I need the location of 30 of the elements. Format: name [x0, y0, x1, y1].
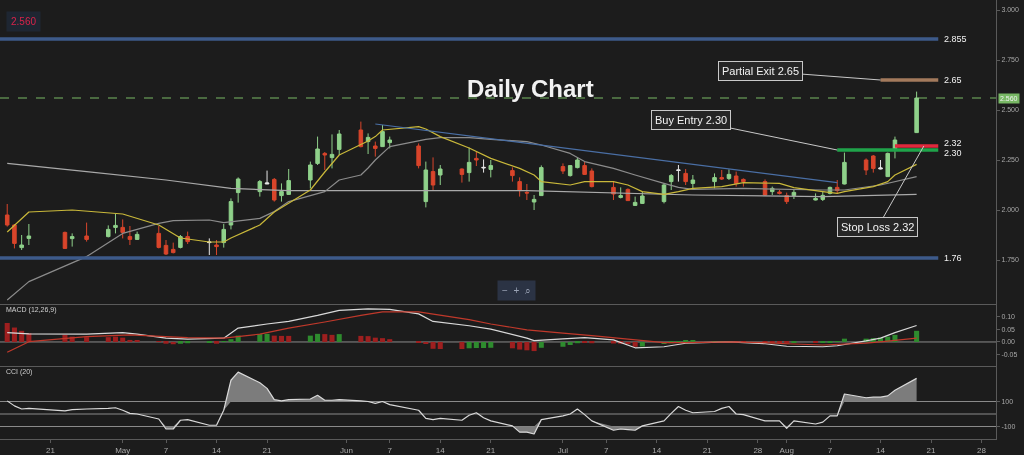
- x-tick-label: Aug: [779, 445, 794, 455]
- x-tick-label: 7: [604, 445, 610, 455]
- x-tick-label: 7: [387, 445, 393, 455]
- x-tick-label: 14: [876, 445, 886, 455]
- annotation: 2.560: [11, 16, 37, 27]
- series-label: 2.30: [944, 148, 962, 158]
- x-tick-label: 7: [163, 445, 169, 455]
- x-tick-label: 14: [435, 445, 446, 455]
- x-tick-label: 28: [977, 445, 987, 455]
- x-tick-label: 7: [827, 445, 833, 455]
- x-tick-label: 28: [753, 445, 763, 455]
- x-tick-label: Jul: [557, 445, 569, 455]
- x-tick-label: 21: [486, 445, 496, 455]
- annotation: Daily Chart: [467, 75, 594, 102]
- x-tick-label: 21: [262, 445, 273, 455]
- annotation: Buy Entry 2.30: [655, 114, 728, 126]
- annotation: − + ⌕: [502, 285, 531, 296]
- series-label: 2.32: [944, 138, 962, 148]
- x-tick-label: 21: [926, 445, 937, 455]
- x-tick-label: Jun: [339, 445, 353, 455]
- x-tick-label: 14: [652, 445, 662, 455]
- x-tick-label: May: [115, 445, 131, 455]
- series-label: 2.65: [944, 75, 962, 85]
- annotation: Partial Exit 2.65: [722, 65, 800, 77]
- x-tick-label: 14: [212, 445, 222, 455]
- series-label: 2.855: [944, 34, 967, 44]
- series-label: 1.76: [944, 253, 962, 263]
- x-tick-label: 21: [702, 445, 713, 455]
- annotation: Stop Loss 2.32: [841, 221, 915, 233]
- x-tick-label: 21: [46, 445, 56, 455]
